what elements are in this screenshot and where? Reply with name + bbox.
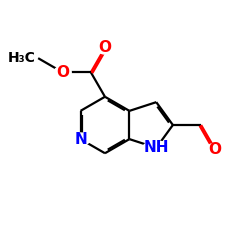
Text: N: N (74, 132, 87, 146)
Text: H₃C: H₃C (8, 51, 36, 65)
Ellipse shape (96, 42, 114, 54)
Ellipse shape (71, 133, 90, 145)
Text: NH: NH (144, 140, 169, 155)
Text: O: O (56, 65, 69, 80)
Ellipse shape (207, 143, 224, 156)
Ellipse shape (54, 66, 71, 78)
Text: O: O (98, 40, 112, 55)
Text: O: O (209, 142, 222, 157)
Ellipse shape (143, 141, 170, 155)
